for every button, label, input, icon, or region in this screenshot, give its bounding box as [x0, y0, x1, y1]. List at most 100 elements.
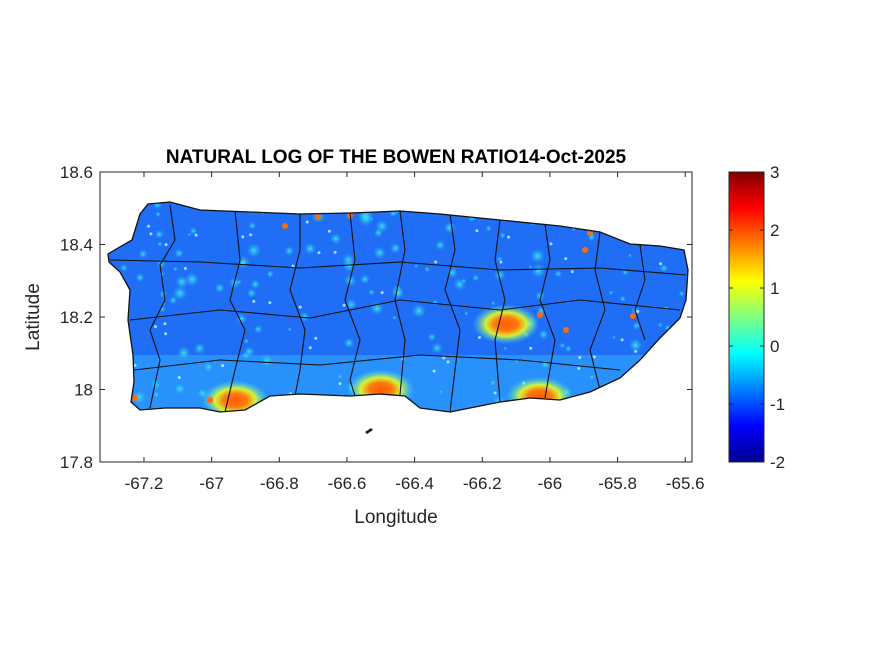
speckle [496, 255, 503, 262]
speckle-bright [578, 356, 582, 360]
speckle-bright [507, 235, 511, 239]
speckle [628, 337, 643, 353]
speckle [588, 374, 595, 380]
speckle [528, 265, 533, 270]
speckle-bright [493, 391, 497, 395]
speckle [632, 321, 641, 331]
speckle-bright [183, 266, 187, 270]
speckle-bright [549, 242, 553, 246]
speckle-bright [338, 382, 342, 386]
speckle [237, 279, 242, 285]
chart-title: NATURAL LOG OF THE BOWEN RATIO14-Oct-202… [166, 147, 627, 168]
speckle [485, 225, 492, 232]
speckle-bright [308, 346, 312, 350]
speckle [243, 345, 256, 358]
colorbar-tick-label: 1 [770, 279, 779, 298]
hot-dot [207, 397, 213, 403]
speckle-bright [442, 356, 446, 360]
speckle-bright [268, 301, 272, 305]
speckle [243, 338, 250, 345]
x-ticks: -67.2 -67 -66.8 -66.6 -66.4 -66.2 -66 -65.8 -65.… [125, 172, 705, 493]
y-tick-label: 17.8 [60, 453, 93, 472]
x-tick-label: -66.4 [395, 474, 434, 493]
speckle [329, 232, 342, 245]
speckle [513, 358, 519, 364]
speckle-bright [620, 338, 624, 342]
speckle [367, 288, 376, 296]
speckle [337, 374, 343, 380]
x-tick-label: -67 [199, 474, 224, 493]
speckle [172, 266, 178, 272]
speckle [235, 313, 248, 325]
speckle [446, 266, 459, 279]
municipality-border [109, 259, 687, 276]
hot-dot [282, 223, 288, 229]
speckle [424, 266, 431, 273]
speckle-bright [291, 264, 295, 268]
speckle [299, 311, 311, 323]
speckle [287, 326, 293, 332]
municipality-border [494, 219, 506, 403]
speckle [156, 259, 166, 269]
y-axis-label: Latitude [23, 283, 44, 351]
speckle-bright [317, 251, 321, 255]
municipality-border [444, 213, 461, 412]
speckle [154, 229, 165, 240]
y-tick-label: 18.6 [60, 163, 93, 182]
speckle [119, 263, 129, 273]
speckle-bright [636, 310, 640, 314]
municipality-border [149, 204, 176, 409]
speckle [131, 389, 147, 406]
speckle-bright [634, 349, 638, 353]
speckle [158, 289, 168, 299]
municipality-border [589, 231, 606, 391]
speckle-bright [177, 375, 181, 379]
speckle-bright [342, 303, 346, 307]
municipality-border [133, 354, 621, 371]
speckle [659, 263, 669, 273]
speckle [246, 242, 262, 259]
hot-dot [132, 395, 138, 401]
speckle [173, 382, 186, 395]
colorbar-tick-label: 0 [770, 337, 779, 356]
speckle [359, 273, 371, 285]
speckle [203, 361, 215, 373]
municipality-border [289, 214, 306, 397]
speckle-bright [592, 355, 596, 359]
speckle-bright [249, 233, 253, 237]
speckle [150, 379, 162, 391]
speckle [246, 288, 257, 299]
y-tick-label: 18.4 [60, 236, 93, 255]
speckle [392, 287, 404, 299]
speckle [611, 335, 616, 340]
municipality-borders [109, 204, 687, 434]
colorbar-tick-label: 2 [770, 221, 779, 240]
speckle-bright [434, 260, 438, 264]
hot-dot [582, 247, 588, 253]
speckle [168, 295, 178, 305]
speckle-bright [327, 229, 331, 233]
speckle [266, 270, 275, 278]
speckle [619, 295, 627, 303]
speckle-bright [252, 299, 256, 303]
speckle-bright [499, 260, 503, 264]
speckle [489, 379, 497, 386]
speckle-bright [333, 250, 337, 254]
hot-dot [537, 312, 543, 318]
speckle-bright [164, 332, 168, 336]
hot-dot [315, 214, 321, 220]
speckle [184, 271, 200, 287]
hot-dot [587, 230, 593, 236]
speckle-bright [564, 257, 568, 261]
speckle-bright [164, 243, 168, 247]
x-tick-label: -66.6 [328, 474, 367, 493]
speckle [343, 337, 355, 349]
speckle [189, 226, 198, 235]
hotspot [471, 304, 540, 345]
hot-dot [563, 327, 569, 333]
x-tick-label: -66.8 [260, 474, 299, 493]
speckle [391, 315, 398, 321]
speckle [135, 272, 145, 283]
x-tick-label: -67.2 [125, 474, 164, 493]
